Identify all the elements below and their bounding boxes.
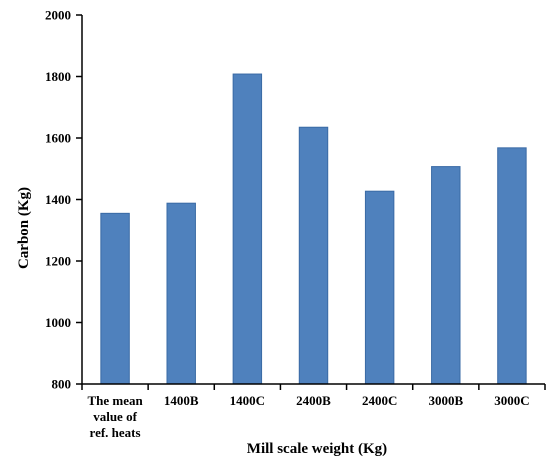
- x-tick-label: 2400B: [296, 393, 331, 408]
- bar-3: [232, 73, 263, 385]
- bar-7: [497, 147, 527, 385]
- y-tick-label: 1000: [45, 315, 71, 330]
- y-tick-label: 1400: [45, 192, 71, 207]
- y-axis-title: Carbon (Kg): [16, 187, 32, 269]
- bar-5: [364, 190, 395, 385]
- x-tick-label: 3000B: [428, 393, 463, 408]
- bar-6: [431, 166, 461, 385]
- x-tick-label: 3000C: [494, 393, 529, 408]
- bars-group: [100, 73, 527, 385]
- bar-2: [166, 202, 196, 385]
- x-tick-label: The mean value of ref. heats: [87, 393, 143, 440]
- x-axis-title: Mill scale weight (Kg): [247, 441, 387, 457]
- x-tick-label: 1400B: [164, 393, 199, 408]
- y-tick-label: 800: [52, 377, 72, 392]
- x-tick-label: 1400C: [230, 393, 265, 408]
- y-tick-label: 2000: [45, 8, 71, 23]
- x-axis-ticks: The mean value of ref. heats 1400B 1400C 2400…: [81, 384, 546, 440]
- y-tick-label: 1200: [45, 254, 71, 269]
- bar-4: [298, 126, 329, 385]
- y-axis-ticks: 800 1000 1200 1400 1600 1800 2000: [45, 8, 82, 392]
- bar-1: [100, 212, 130, 385]
- y-tick-label: 1600: [45, 131, 71, 146]
- x-tick-label: 2400C: [362, 393, 397, 408]
- y-tick-label: 1800: [45, 69, 71, 84]
